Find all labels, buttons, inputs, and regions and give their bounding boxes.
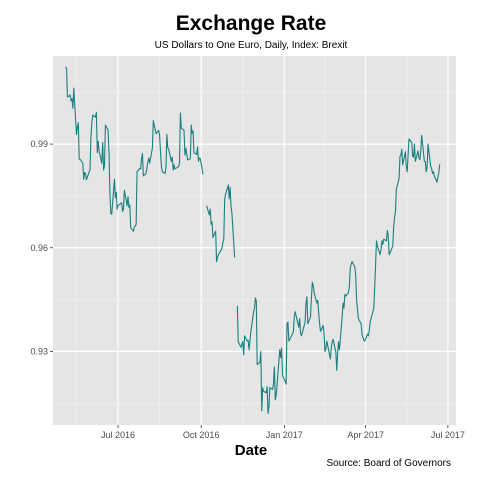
x-axis: Jul 2016 Oct 2016 Jan 2017 Apr 2017 Jul 2017 — [101, 425, 465, 440]
y-tick-label: 0.96 — [30, 243, 48, 253]
chart-subtitle: US Dollars to One Euro, Daily, Index: Br… — [155, 40, 348, 51]
minor-gridlines — [53, 56, 456, 425]
x-tick-label: Jan 2017 — [266, 430, 303, 440]
y-axis: 0.93 0.96 0.99 — [30, 139, 53, 356]
series-line-segment-1 — [65, 66, 204, 232]
x-tick-label: Jul 2016 — [101, 430, 135, 440]
series-line-segment-2 — [206, 184, 236, 263]
chart-title: Exchange Rate — [176, 12, 327, 35]
series-line-segment-3 — [236, 134, 441, 415]
x-tick-label: Jul 2017 — [431, 430, 465, 440]
series-line — [65, 66, 441, 415]
plot-panel — [53, 56, 456, 425]
major-gridlines — [53, 56, 456, 425]
y-tick-label: 0.93 — [30, 346, 48, 356]
x-axis-label: Date — [235, 442, 268, 459]
x-tick-label: Oct 2016 — [183, 430, 220, 440]
y-tick-label: 0.99 — [30, 139, 48, 149]
chart-caption: Source: Board of Governors — [326, 458, 451, 469]
x-tick-label: Apr 2017 — [347, 430, 384, 440]
